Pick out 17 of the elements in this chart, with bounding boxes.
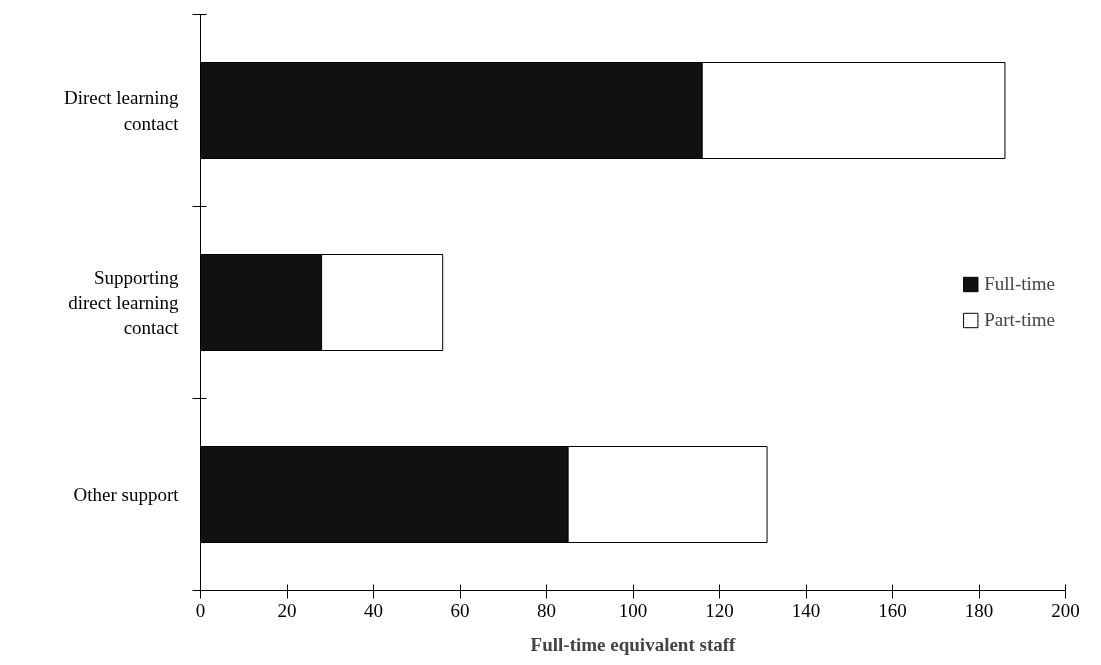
x-tick-label: 160 — [878, 599, 907, 621]
x-tick-label: 20 — [277, 599, 297, 621]
x-tick-label: 180 — [964, 599, 994, 621]
x-tick-label: 140 — [791, 599, 821, 621]
x-tick-label: 40 — [364, 599, 383, 621]
x-tick-label: 60 — [450, 599, 470, 621]
x-axis-title: Full-time equivalent staff — [530, 633, 737, 655]
legend-label: Part-time — [984, 309, 1055, 331]
x-tick-label: 0 — [195, 599, 206, 621]
y-tick-label: Supporting direct learning contact — [68, 266, 180, 339]
y-tick-label: Other support — [73, 484, 180, 505]
x-tick-label: 100 — [618, 599, 648, 621]
y-tick-label: Direct learning contact — [64, 87, 180, 134]
legend-label: Full-time — [984, 273, 1055, 295]
x-tick-label: 120 — [705, 599, 734, 621]
x-tick-label: 80 — [537, 599, 556, 621]
x-tick-label: 200 — [1051, 599, 1080, 621]
